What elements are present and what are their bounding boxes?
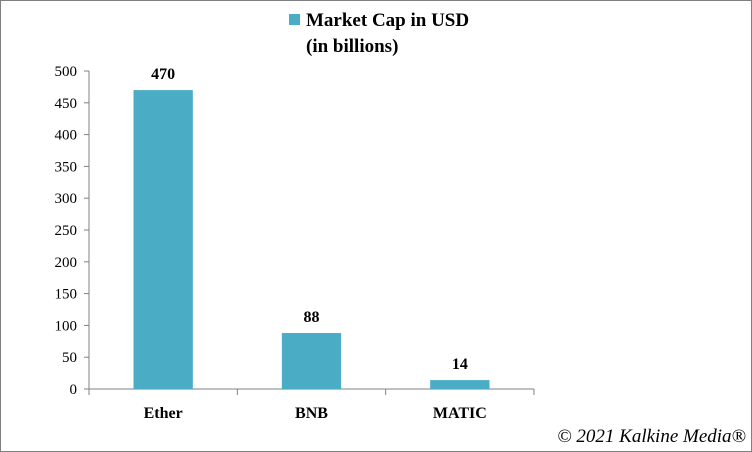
y-tick-label-200: 200 [55,255,78,271]
bar-ether [133,90,193,389]
data-label-bnb: 88 [304,309,320,326]
legend-swatch [289,14,300,25]
data-label-matic: 14 [452,356,468,373]
bar-bnb [281,333,342,389]
copyright-credit: © 2021 Kalkine Media® [557,426,746,447]
y-tick-label-250: 250 [55,223,78,239]
y-tick-label-100: 100 [55,318,78,334]
y-tick-label-350: 350 [55,159,78,175]
bars [133,90,490,389]
data-label-ether: 470 [151,66,175,83]
y-tick-label-450: 450 [55,96,78,112]
legend: Market Cap in USD (in billions) [289,10,469,57]
y-tick-label-300: 300 [55,191,78,207]
data-labels: 470 88 14 [151,66,468,373]
y-tick-label-0: 0 [70,382,78,398]
x-category-label-ether: Ether [144,405,183,422]
legend-label-line1: Market Cap in USD [306,10,469,31]
bar-matic [430,380,490,389]
y-tick-label-500: 500 [55,64,78,80]
y-tick-label-150: 150 [55,287,78,303]
x-axis: Ether BNB MATIC [88,388,535,422]
y-axis: 0 50 100 150 200 250 300 350 400 450 500 [55,64,90,398]
y-tick-label-400: 400 [55,128,78,144]
y-tick-label-50: 50 [62,350,77,366]
legend-label-line2: (in billions) [306,36,398,57]
x-category-label-matic: MATIC [433,405,487,422]
x-category-label-bnb: BNB [295,405,328,422]
